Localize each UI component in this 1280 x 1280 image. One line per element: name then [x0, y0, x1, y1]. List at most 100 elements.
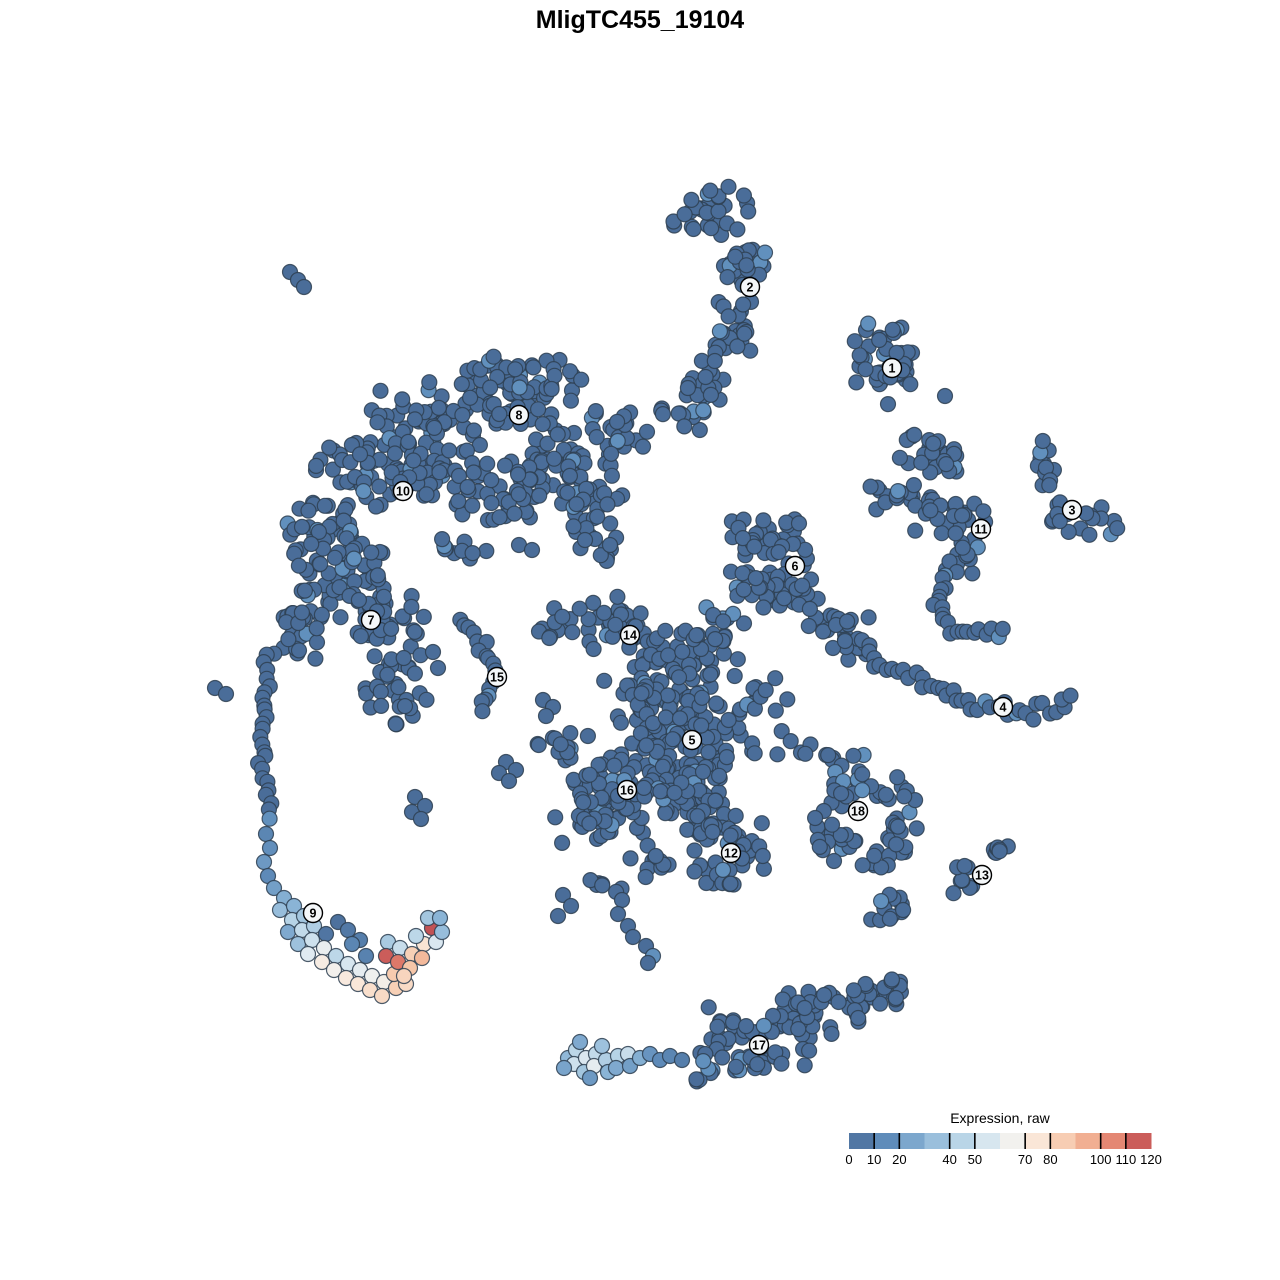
cluster-label-number: 6 [792, 560, 799, 574]
data-point [296, 582, 313, 599]
data-point [994, 620, 1011, 638]
data-point [293, 518, 311, 536]
data-point [313, 953, 331, 971]
data-point [261, 810, 278, 827]
data-point [357, 947, 375, 965]
data-point [555, 1059, 573, 1077]
data-point [595, 604, 613, 622]
data-point [688, 627, 705, 644]
data-point [609, 905, 627, 923]
data-point [887, 989, 905, 1007]
data-point [255, 853, 273, 871]
data-point [634, 438, 652, 455]
data-point [753, 815, 770, 832]
data-point [400, 433, 417, 450]
data-point [755, 1017, 773, 1035]
data-point [332, 609, 349, 626]
data-point [418, 691, 435, 708]
data-point [824, 639, 842, 657]
data-point [838, 613, 856, 630]
cluster-label-9: 9 [302, 902, 324, 924]
data-point [539, 435, 556, 452]
data-point [295, 278, 313, 296]
legend-bin [949, 1133, 976, 1149]
data-point [740, 203, 757, 220]
data-point [683, 191, 700, 208]
data-point [845, 747, 862, 764]
plot-title: MligTC455_19104 [536, 6, 745, 34]
data-point [543, 380, 560, 398]
legend-bin [1025, 1133, 1051, 1149]
data-point [483, 472, 500, 489]
data-point [754, 847, 771, 865]
data-point [666, 784, 683, 801]
data-point [773, 722, 790, 740]
data-point [729, 221, 746, 238]
cluster-label-number: 4 [1000, 701, 1007, 715]
data-point [854, 857, 871, 874]
data-point [261, 839, 279, 857]
data-point [308, 457, 325, 474]
cluster-label-chip [847, 800, 869, 822]
data-point [608, 413, 626, 430]
cluster-label-chip [681, 729, 703, 751]
data-point [755, 599, 772, 616]
cluster-label-chip [619, 624, 641, 646]
cluster-label-11: 11 [970, 518, 992, 540]
data-point [902, 376, 919, 393]
data-point [599, 496, 616, 513]
data-point [823, 816, 841, 833]
data-point [693, 689, 711, 706]
data-point [657, 709, 674, 726]
data-point [706, 352, 723, 370]
data-point [851, 347, 868, 364]
legend-bin [1000, 1133, 1026, 1149]
data-point [271, 901, 289, 919]
data-point [896, 788, 913, 805]
cluster-label-number: 7 [368, 614, 375, 628]
cluster-label-chip [508, 404, 530, 426]
data-point [726, 667, 743, 685]
data-point [688, 1071, 705, 1088]
data-point [722, 875, 739, 892]
data-point [363, 544, 380, 561]
data-point [529, 401, 547, 418]
data-point [430, 399, 447, 416]
data-point [562, 392, 580, 409]
data-point [660, 647, 677, 664]
data-point [395, 649, 412, 667]
data-point [720, 711, 737, 729]
legend-tick-label: 10 [867, 1152, 881, 1167]
data-point [553, 834, 571, 852]
data-point [1060, 523, 1077, 541]
data-point [607, 1059, 625, 1077]
data-point [879, 396, 897, 413]
data-point [652, 783, 669, 800]
data-point [299, 945, 317, 963]
data-point [925, 435, 942, 452]
data-point [596, 672, 613, 689]
data-point [587, 403, 604, 420]
data-point [379, 666, 396, 683]
data-point [433, 923, 451, 941]
data-point [811, 838, 828, 856]
data-point [624, 928, 642, 946]
data-point [1062, 687, 1079, 704]
data-point [395, 967, 413, 985]
data-point [585, 640, 602, 658]
data-point [581, 1069, 599, 1087]
data-point [877, 786, 895, 803]
cluster-label-number: 15 [490, 671, 504, 685]
data-point [369, 414, 386, 431]
data-point [593, 1037, 611, 1055]
cluster-label-12: 12 [720, 842, 742, 864]
data-point [564, 624, 581, 641]
data-point [888, 836, 905, 853]
data-point [674, 643, 691, 660]
data-point [907, 522, 924, 539]
data-point [708, 695, 725, 712]
data-point [676, 206, 693, 223]
data-point [796, 999, 813, 1017]
